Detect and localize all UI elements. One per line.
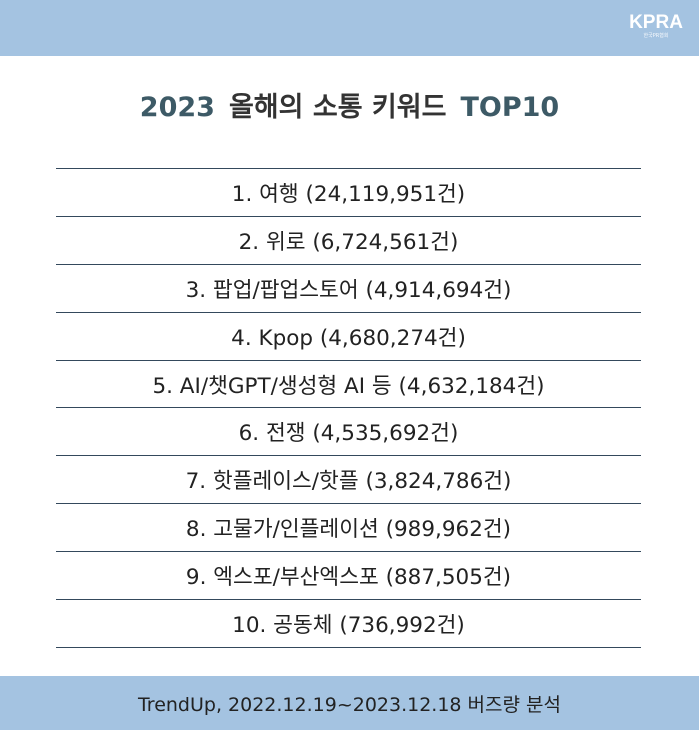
keyword-list: 1. 여행 (24,119,951건) 2. 위로 (6,724,561건) 3… [56,168,641,648]
logo-subtext: 한국PR협회 [643,33,669,39]
page-title: 2023 올해의 소통 키워드 TOP10 [0,86,699,130]
title-main: 올해의 소통 키워드 [228,92,447,123]
logo-wordmark: KPRA [629,12,683,33]
source-text: TrendUp, 2022.12.19~2023.12.18 버즈량 분석 [137,693,562,716]
source-footer: TrendUp, 2022.12.19~2023.12.18 버즈량 분석 [0,676,699,730]
keyword-row-3: 3. 팝업/팝업스토어 (4,914,694건) [56,265,641,313]
kpra-logo: KPRA 한국PR협회 [627,13,685,40]
keyword-row-4: 4. Kpop (4,680,274건) [56,313,641,361]
keyword-row-7: 7. 핫플레이스/핫플 (3,824,786건) [56,456,641,505]
keyword-row-5: 5. AI/챗GPT/생성형 AI 등 (4,632,184건) [56,361,641,409]
keyword-row-8: 8. 고물가/인플레이션 (989,962건) [56,504,641,553]
keyword-row-2: 2. 위로 (6,724,561건) [56,217,641,265]
title-top10: TOP10 [460,92,560,123]
top-banner: KPRA 한국PR협회 [0,0,699,56]
keyword-row-9: 9. 엑스포/부산엑스포 (887,505건) [56,552,641,601]
keyword-row-6: 6. 전쟁 (4,535,692건) [56,408,641,457]
keyword-row-10: 10. 공동체 (736,992건) [56,600,641,648]
title-year: 2023 [139,92,215,123]
keyword-row-1: 1. 여행 (24,119,951건) [56,169,641,217]
